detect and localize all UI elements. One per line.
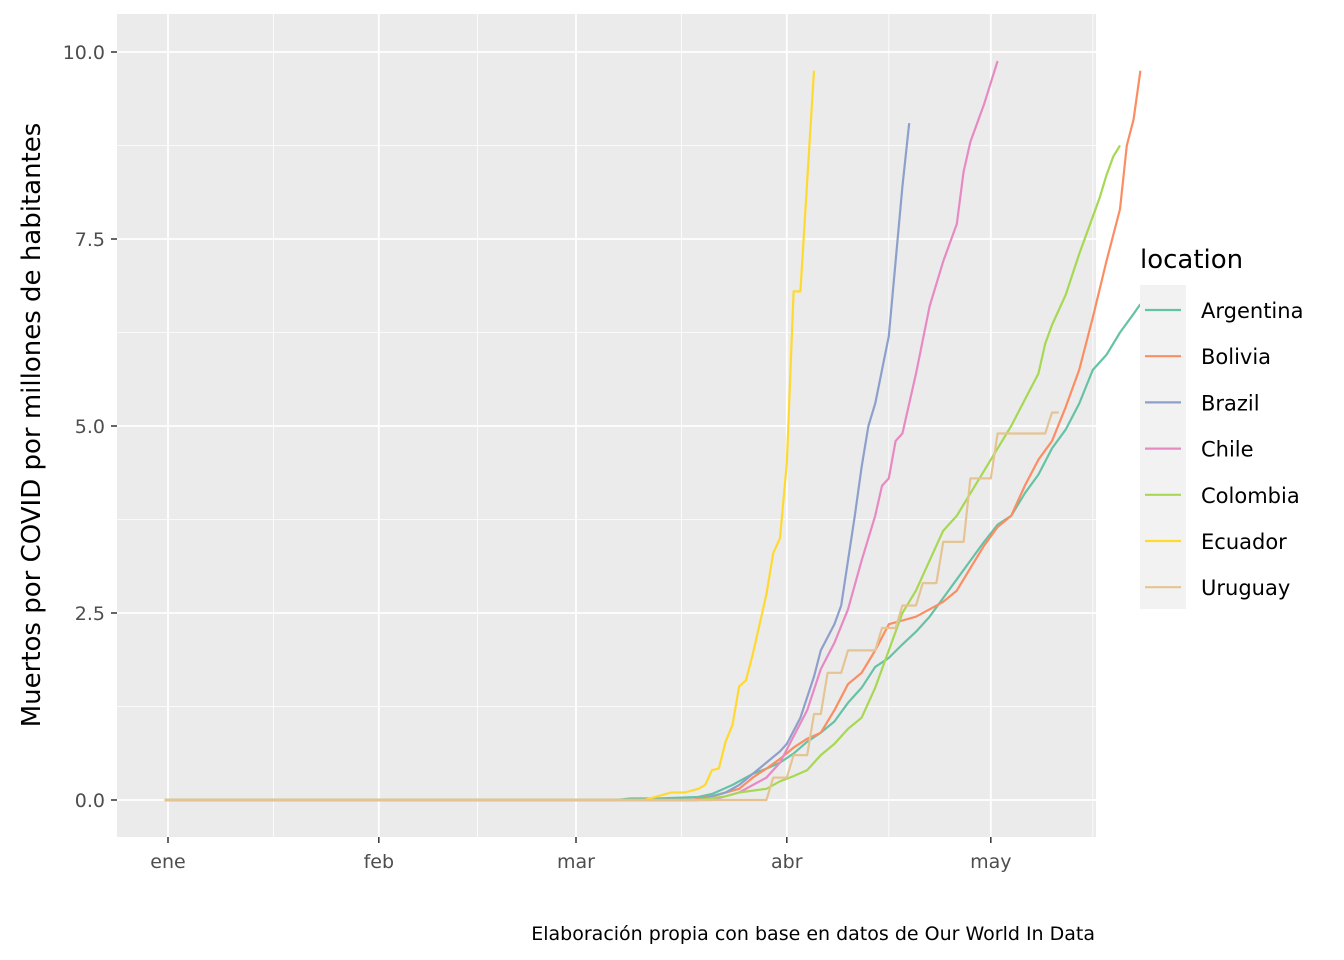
x-tick-label: may (970, 851, 1011, 873)
x-tick-label: abr (771, 851, 803, 873)
y-axis-title: Muertos por COVID por millones de habita… (17, 123, 47, 728)
series-lines (164, 60, 1142, 802)
legend-label-uruguay: Uruguay (1201, 576, 1290, 600)
y-tick-label: 5.0 (75, 416, 105, 438)
y-tick-label: 10.0 (63, 42, 105, 64)
y-tick-label: 0.0 (75, 790, 105, 812)
legend-label-chile: Chile (1201, 438, 1254, 462)
y-axis: 0.0 2.5 5.0 7.5 10.0 (63, 42, 117, 812)
y-tick-label: 7.5 (75, 229, 105, 251)
y-tick-label: 2.5 (75, 603, 105, 625)
caption: Elaboración propia con base en datos de … (531, 923, 1095, 945)
legend-label-colombia: Colombia (1201, 484, 1300, 508)
series-line-colombia (164, 144, 1121, 802)
legend-label-bolivia: Bolivia (1201, 345, 1271, 369)
legend-title: location (1140, 245, 1243, 275)
legend: location Argentina Bolivia Brazil Chile Colo… (1140, 245, 1303, 609)
series-line-argentina (164, 303, 1142, 802)
legend-key-background (1140, 285, 1186, 609)
legend-label-brazil: Brazil (1201, 391, 1260, 415)
series-line-brazil (164, 122, 911, 802)
x-tick-label: ene (150, 851, 185, 873)
series-line-bolivia (164, 70, 1142, 802)
series-line-ecuador (164, 70, 816, 802)
series-line-chile (164, 60, 999, 802)
x-tick-label: mar (557, 851, 595, 873)
legend-label-ecuador: Ecuador (1201, 530, 1287, 554)
x-axis: ene feb mar abr may (150, 837, 1012, 873)
x-tick-label: feb (364, 851, 394, 873)
legend-label-argentina: Argentina (1201, 299, 1303, 323)
series-line-uruguay (164, 411, 1059, 802)
